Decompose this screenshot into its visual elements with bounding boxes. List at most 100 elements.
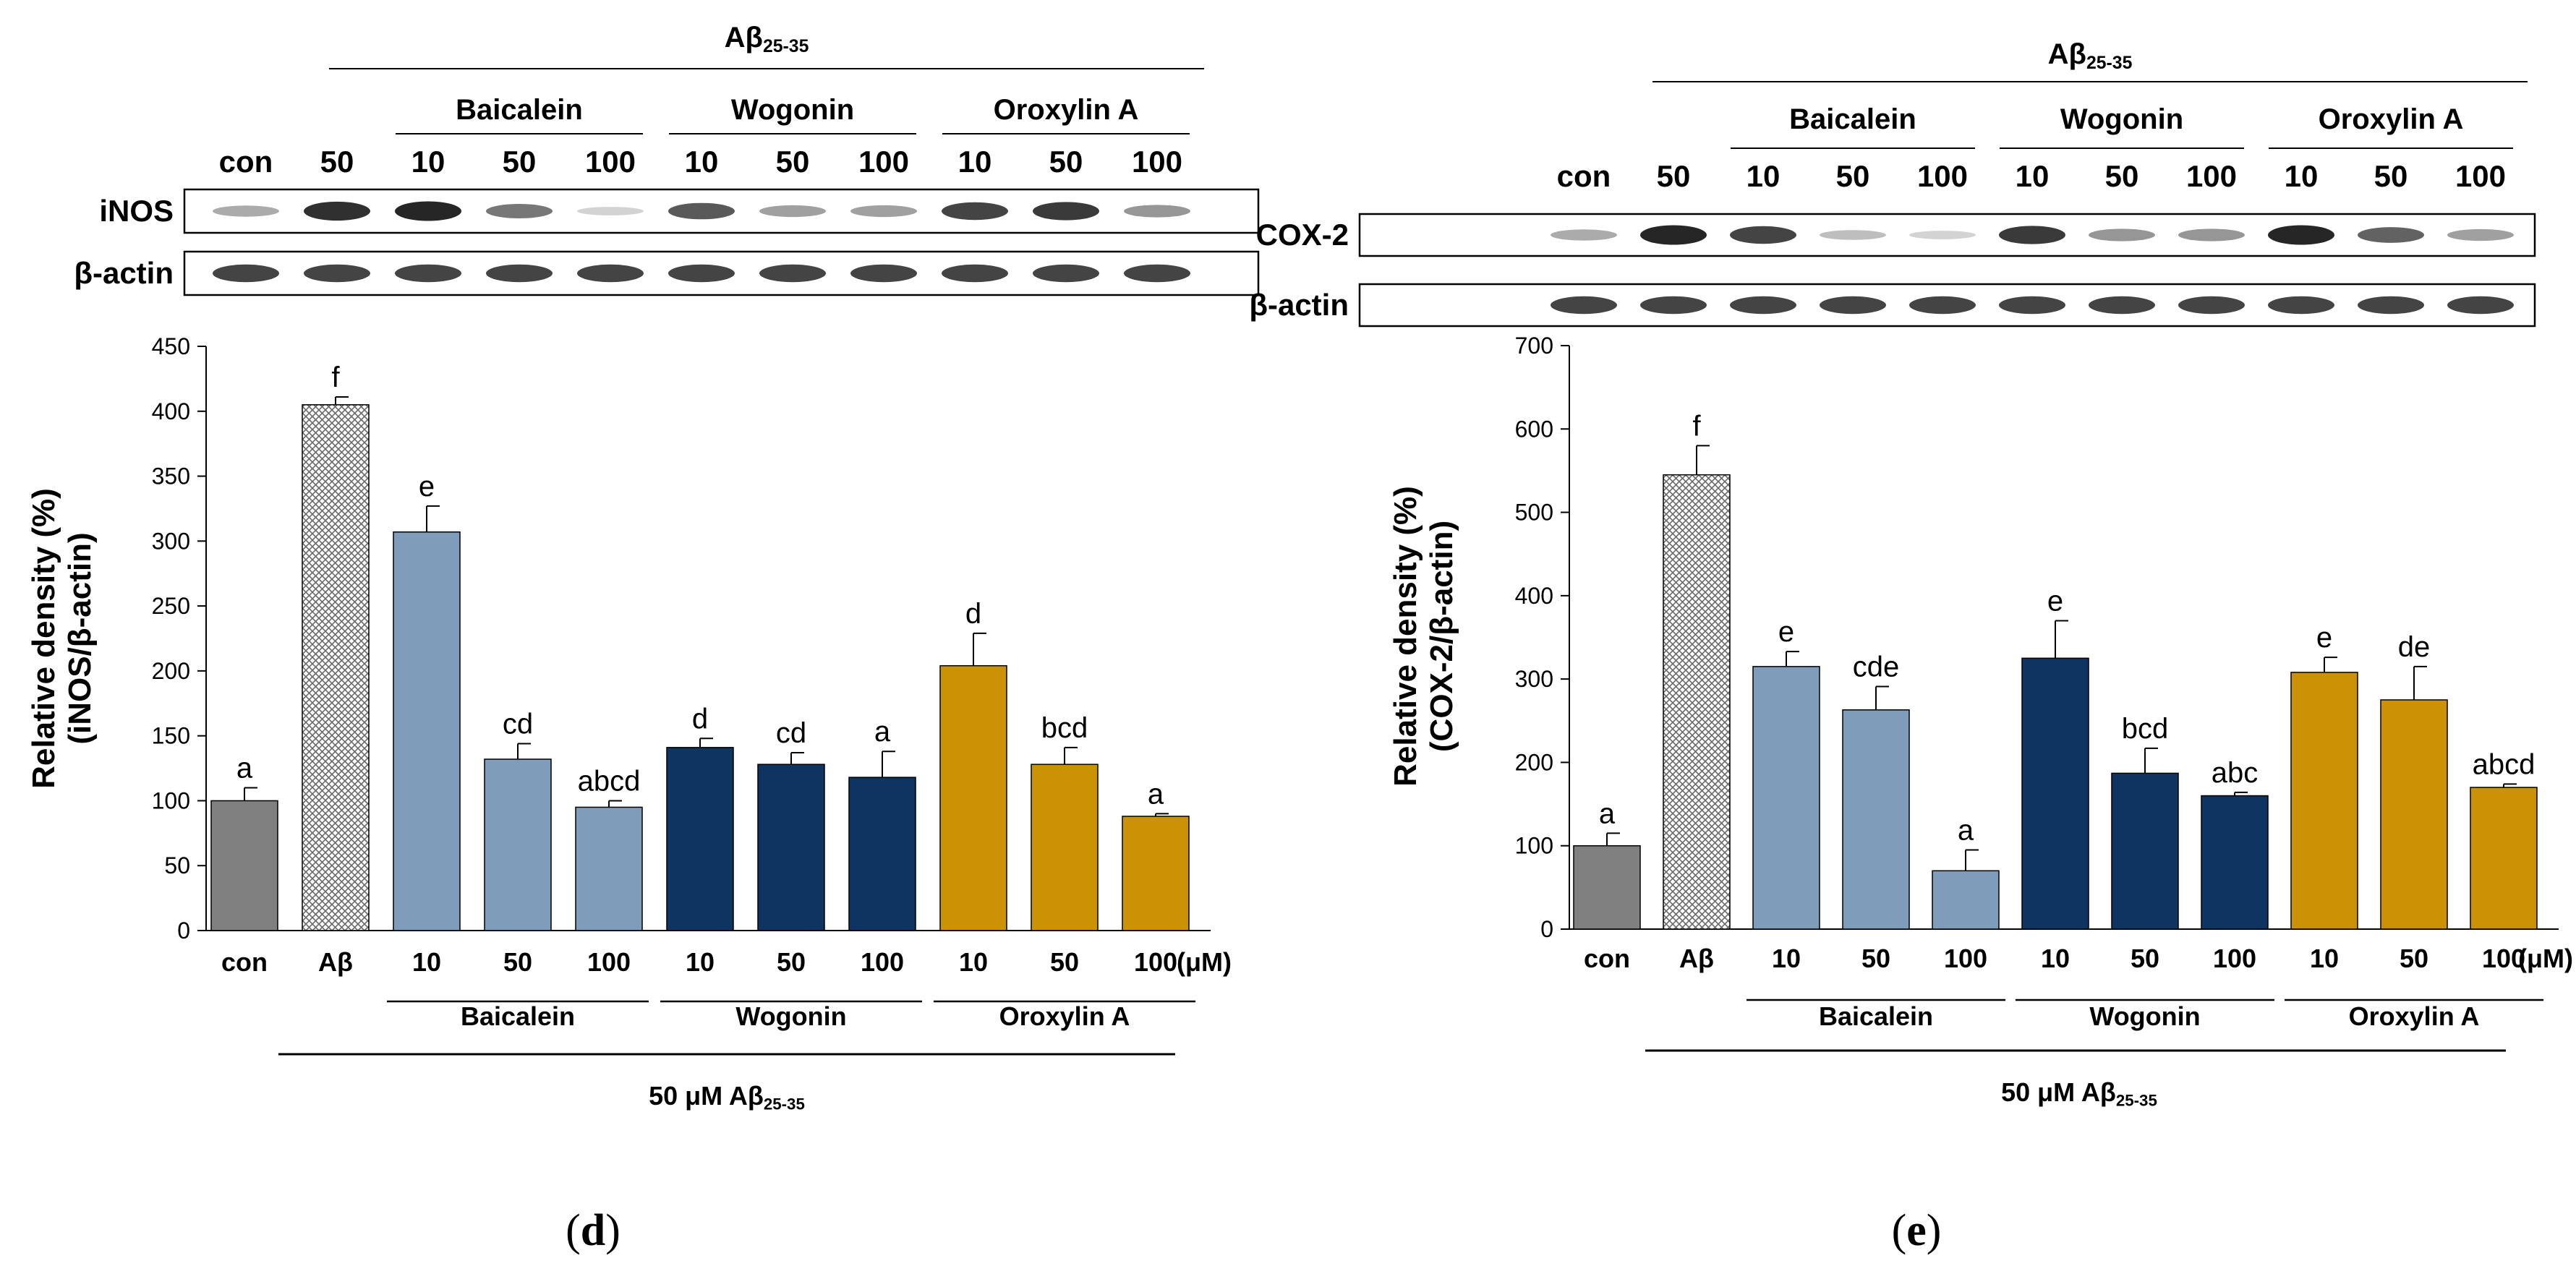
bar [1752,666,1820,930]
blot-band [213,205,279,217]
x-category-label: 10 [959,947,988,977]
blot-lane-label: 50 [2374,159,2408,193]
y-tick-label: 100 [1515,833,1553,859]
blot-band [304,264,370,283]
significance-letter: de [2398,631,2431,663]
blot-band [850,264,917,283]
blot-band [2089,228,2155,241]
blot-band [1124,205,1190,218]
significance-letter: e [1778,616,1794,648]
blot-band [1820,230,1886,240]
blot-band [1551,229,1617,241]
x-category-label: 50 [1861,944,1890,973]
bar [1031,764,1099,931]
treatment-label-main: 50 μM Aβ [2001,1077,2116,1107]
significance-letter: cd [776,717,806,749]
significance-letter: a [1148,778,1164,810]
x-category-label: 50 [503,947,532,977]
panel-label-close: ) [1927,1206,1942,1255]
blot-band [577,207,644,215]
panel-label-open: ( [1892,1206,1907,1255]
bar [2470,787,2538,930]
blot-band [1820,296,1886,315]
blot-header: Aβ25-35 [2048,38,2133,73]
blot-header-sub: 25-35 [2086,54,2133,73]
blot-band [850,205,917,218]
blot-band [668,264,735,283]
blot-band [2358,296,2424,315]
significance-letter: a [1958,814,1974,846]
blot-band [942,202,1008,221]
blot-lane-label: 50 [1836,159,1870,193]
blot-row-label: COX-2 [1256,218,1349,252]
panel-label-letter: e [1906,1206,1927,1255]
bar [2290,672,2358,930]
blot-band [1730,296,1796,315]
blot-group-label: Oroxylin A [2319,103,2464,135]
y-tick-label: 200 [1515,749,1553,775]
blot-lane-label: 10 [2016,159,2050,193]
bar [2201,795,2269,930]
blot-band [486,264,553,283]
x-category-label: 100 [861,947,904,977]
significance-letter: a [1599,798,1616,829]
blot-band [577,264,644,283]
x-category-label: 100 [2213,944,2256,973]
blot-lane-label: con [219,145,273,179]
y-tick-label: 0 [1540,916,1553,942]
x-category-label: 10 [412,947,441,977]
chart-group-label: Oroxylin A [999,1001,1130,1031]
y-tick-label: 200 [152,658,190,684]
blot-lane-label: 50 [1657,159,1691,193]
blot-lane-label: 10 [958,145,992,179]
significance-letter: cd [503,708,533,740]
blot-band [2178,296,2245,315]
panel-label: (d) [566,1206,620,1255]
y-axis-label: Relative density (%) [26,488,61,789]
bar [1122,816,1190,931]
x-category-label: 10 [2041,944,2070,973]
blot-group-label: Baicalein [1789,103,1916,135]
blot-group-label: Wogonin [731,94,854,126]
blot-band [486,204,553,218]
x-category-label: 50 [2400,944,2428,973]
x-category-label: 100 [2482,944,2525,973]
significance-letter: e [2047,585,2063,617]
blot-lane-label: con [1557,159,1611,193]
y-axis-label-2: (COX-2/β-actin) [1424,521,1459,752]
bar [939,664,1007,931]
blot-lane-label: 100 [585,145,636,179]
bar [848,777,916,931]
y-tick-label: 500 [1515,500,1553,526]
blot-header-main: Aβ [725,22,763,54]
chart-group-label: Wogonin [2089,1001,2200,1031]
blot-band [2089,296,2155,315]
blot-group-label: Oroxylin A [994,94,1139,126]
significance-letter: bcd [2122,713,2169,745]
blot-band [759,264,826,283]
blot-band [1909,231,1976,239]
bar [1573,845,1641,930]
bar [393,531,461,931]
panel-label-letter: d [581,1206,605,1255]
x-category-label: 10 [686,947,715,977]
x-category-label: Aβ [318,947,353,977]
blot-band [1909,296,1976,315]
blot-row-label: β-actin [74,256,174,290]
bar [484,758,552,931]
y-tick-label: 100 [152,787,190,813]
x-category-label: 100 [587,947,631,977]
chart-group-label: Wogonin [735,1001,846,1031]
significance-letter: e [419,471,435,503]
y-axis-label: Relative density (%) [1388,486,1423,787]
blot-header-sub: 25-35 [763,37,809,56]
significance-letter: f [1692,410,1701,442]
bar [302,404,370,931]
blot-header-main: Aβ [2048,38,2086,70]
blot-band [1730,226,1796,244]
x-category-label: 50 [2131,944,2159,973]
y-tick-label: 250 [152,593,190,619]
significance-letter: f [331,362,340,393]
